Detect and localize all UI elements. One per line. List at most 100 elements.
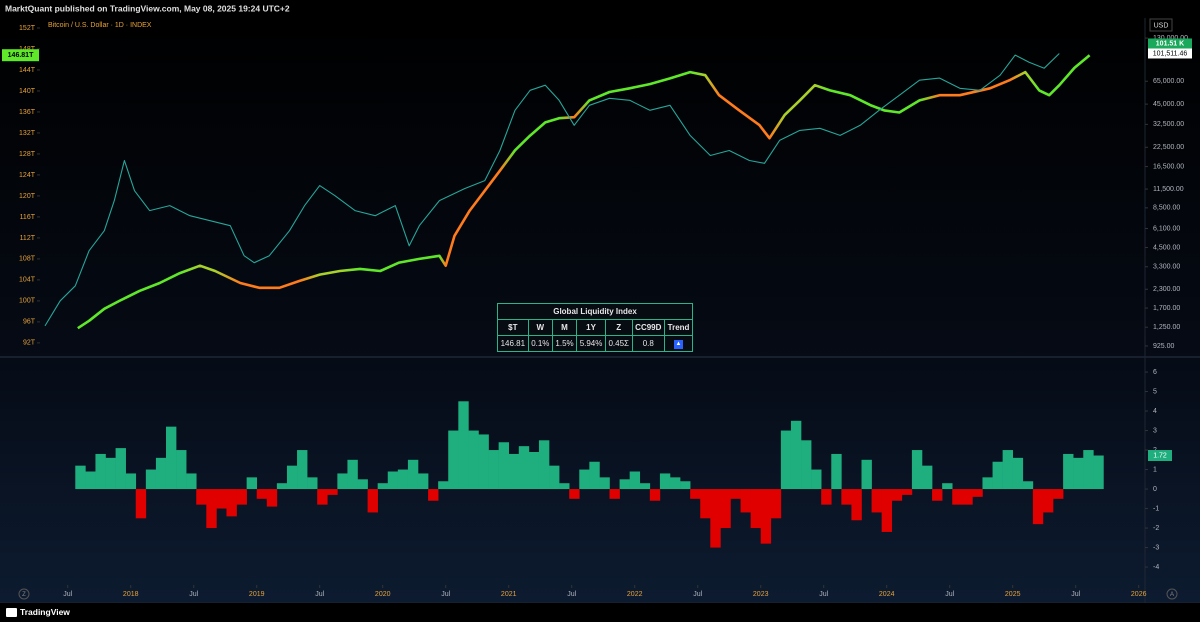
y2-tick-label: 16,500.00 [1153,163,1184,170]
x-tick-label: Jul [189,591,198,598]
histogram-bar [750,489,762,529]
histogram-bar [297,450,308,490]
histogram-bar [579,469,590,490]
histogram-bar [710,489,721,548]
histogram-bar [720,489,731,529]
y-tick-label: 3 [1153,427,1157,434]
x-tick-label: 2019 [249,591,265,598]
histogram-bar [498,442,510,490]
histogram-bar [387,471,399,490]
price-tag [1148,48,1192,59]
histogram-bar [901,489,913,495]
y-tick-label: 132T [19,130,36,137]
price-line [44,53,1060,327]
x-tick-label: 2022 [627,591,643,598]
histogram-bar [1073,457,1084,490]
histogram-bar [357,479,368,490]
y-tick-label: 120T [19,193,36,200]
histogram-bar [438,481,449,490]
table-header: Z [604,319,633,336]
auto-icon-label[interactable]: A [1170,592,1174,598]
histogram-bar [760,489,772,544]
symbol-title: Bitcoin / U.S. Dollar · 1D · INDEX [48,22,152,29]
y-tick-label: 6 [1153,369,1157,376]
x-tick-label: 2026 [1131,591,1147,598]
publisher: MarktQuant published on TradingView.com,… [5,3,290,13]
histogram-bar [478,434,489,490]
x-tick-label: Jul [1071,591,1080,598]
histogram-bar [962,489,973,505]
histogram-bar [942,483,953,490]
histogram-bar [1083,450,1094,490]
y-tick-label: 124T [19,172,36,179]
histogram-bar [589,461,600,490]
histogram-bar [226,489,237,517]
auto-icon[interactable] [1166,588,1178,600]
y-tick-label: 128T [19,151,36,158]
histogram-bar [135,489,147,519]
price-tag-label: 101,511.46 [1153,50,1188,57]
histogram-bar [337,473,348,490]
histogram-bar [367,489,378,513]
y2-tick-label: 8,500.00 [1153,205,1180,212]
histogram-bar [266,489,278,507]
y-tick-label: -3 [1153,544,1159,551]
y2-tick-label: 45,000.00 [1153,101,1184,108]
zoom-icon-label[interactable]: Z [22,592,26,598]
y2-tick-label: 65,000.00 [1153,78,1184,85]
table-cell: 1.5% [551,335,578,352]
histogram-bar [307,477,318,490]
histogram-bar [85,471,96,490]
y2-tick-label: 130,000.00 [1153,35,1188,42]
histogram-bar [801,440,812,490]
y-tick-label: -1 [1153,505,1159,512]
histogram-bar [176,450,187,490]
zoom-icon[interactable] [18,588,30,600]
x-tick-label: Jul [441,591,450,598]
y-tick-label: -4 [1153,564,1159,571]
histogram-bar [115,448,126,490]
histogram-bar [871,489,882,513]
histogram-bar [246,477,258,490]
histogram-bar [700,489,711,519]
histogram-bar [518,446,530,490]
histogram-bar [155,457,167,490]
histogram-bar [347,459,358,490]
x-tick-label: 2023 [753,591,769,598]
trend-icon: ▲ [674,340,684,349]
histogram-bar [165,426,177,490]
x-tick-label: Jul [567,591,576,598]
y-tick-label: 5 [1153,388,1157,395]
y2-tick-label: 925.00 [1153,343,1175,350]
table-cell: ▲ [664,335,693,352]
histogram-bar [1002,450,1014,490]
liquidity-line [77,54,1091,330]
y2-tick-label: 1,700.00 [1153,305,1180,312]
y2-tick-label: 6,100.00 [1153,225,1180,232]
histogram-bar [619,479,630,490]
header-bar [0,0,1200,18]
table-header: $T [497,319,529,336]
histogram-bar [911,450,923,490]
histogram-bar [952,489,963,505]
histogram-bar [629,471,641,490]
histogram-bar [559,483,570,490]
histogram-bar [428,489,439,501]
y-tick-label: 1 [1153,466,1157,473]
histogram-bar [186,473,197,490]
histogram-bar [680,481,691,490]
y2-tick-label: 3,300.00 [1153,264,1180,271]
y2-tick-label: 32,500.00 [1153,121,1184,128]
currency: USD [1154,22,1169,29]
table-header: Trend [664,319,693,336]
liquidity-table: Global Liquidity Index $T W M 1Y Z CC99D… [497,303,693,352]
table-cell: 0.1% [527,335,553,352]
table-cell: 0.45Σ [604,335,633,352]
x-tick-label: Jul [63,591,72,598]
x-tick-label: Jul [315,591,324,598]
table-cell: 5.94% [576,335,606,352]
x-tick-label: 2018 [123,591,139,598]
brand: TradingView [20,607,70,617]
histogram-bar [528,451,540,490]
